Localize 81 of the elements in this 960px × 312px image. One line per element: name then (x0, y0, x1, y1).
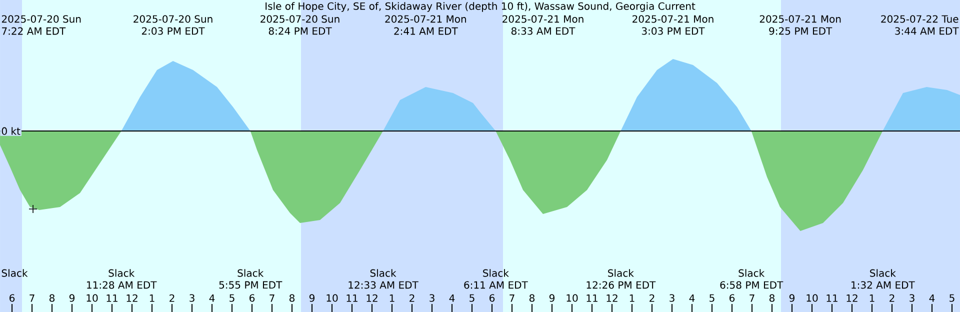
text: Slack (738, 269, 765, 277)
text: 6:11 AM EDT (464, 281, 528, 289)
x-tick-label: 1 (390, 294, 394, 302)
x-tick-label: 7 (270, 294, 274, 302)
text: 1:32 AM EDT (852, 281, 915, 289)
text: 5:55 PM EDT (219, 281, 282, 289)
x-tick-label: 4 (449, 294, 455, 302)
x-tick-label: 10 (326, 294, 338, 302)
x-tick-label: 7 (30, 294, 34, 302)
x-tick-label: 10 (566, 294, 578, 302)
x-tick-label: 11 (586, 294, 598, 302)
x-tick-label: 12 (126, 294, 138, 302)
x-tick-label: 4 (689, 294, 695, 302)
x-tick-label: 4 (929, 294, 935, 302)
x-tick-label: 7 (510, 294, 514, 302)
text: 8:33 AM EDT (511, 27, 576, 35)
x-tick-label: 9 (789, 294, 794, 302)
x-tick-label: 2 (650, 294, 654, 302)
text: 8:24 PM EDT (268, 27, 332, 35)
text: 2:41 AM EDT (394, 27, 458, 35)
x-tick-label: 6 (250, 294, 255, 302)
x-tick-label: 10 (806, 294, 818, 302)
x-tick-label: 5 (950, 294, 954, 302)
x-tick-label: 1 (630, 294, 634, 302)
x-tick-label: 7 (750, 294, 754, 302)
x-tick-label: 3 (430, 294, 434, 302)
x-tick-label: 3 (910, 294, 914, 302)
x-tick-label: 8 (530, 294, 535, 302)
x-tick-label: 9 (69, 294, 74, 302)
x-tick-label: 8 (290, 294, 295, 302)
x-tick-label: 5 (710, 294, 714, 302)
x-tick-label: 11 (346, 294, 358, 302)
text: Slack (370, 269, 396, 277)
x-tick-label: 6 (10, 294, 15, 302)
x-tick-label: 1 (870, 294, 874, 302)
x-tick-label: 12 (606, 294, 618, 302)
x-tick-label: 8 (50, 294, 55, 302)
x-tick-label: 12 (366, 294, 378, 302)
x-tick-label: 11 (106, 294, 118, 302)
x-tick-label: 9 (309, 294, 314, 302)
text: 3:03 PM EDT (642, 27, 705, 35)
text: 9:25 PM EDT (769, 27, 832, 35)
x-tick-label: 8 (769, 294, 774, 302)
x-tick-label: 1 (150, 294, 154, 302)
text: 12:26 PM EDT (586, 281, 656, 289)
text: 2025-07-21 Mon (385, 15, 466, 23)
text: 7:22 AM EDT (2, 27, 66, 35)
text: 2025-07-21 Mon (502, 15, 584, 23)
ref-line-label: 0 kt (2, 127, 20, 135)
x-tick-label: 9 (549, 294, 554, 302)
text: Slack (108, 269, 135, 277)
x-tick-label: 12 (846, 294, 858, 302)
text: 6:58 PM EDT (720, 281, 784, 289)
text: 3:44 AM EDT (895, 27, 959, 35)
x-tick-label: 6 (730, 294, 735, 302)
x-tick-label: 2 (890, 294, 894, 302)
x-tick-label: 2 (410, 294, 414, 302)
text: 2025-07-20 Sun (260, 15, 340, 23)
text: 2025-07-21 Mon (632, 15, 714, 23)
text: 12:33 AM EDT (348, 281, 418, 289)
text: Slack (870, 269, 896, 277)
text: 2025-07-21 Mon (760, 15, 841, 23)
x-tick-label: 6 (490, 294, 495, 302)
x-tick-label: 5 (230, 294, 234, 302)
text: Slack (238, 269, 264, 277)
text: 11:28 AM EDT (87, 281, 157, 289)
x-tick-label: 3 (190, 294, 194, 302)
text: 2025-07-20 Sun (134, 15, 212, 23)
text: Slack (608, 269, 634, 277)
text: Slack (2, 269, 28, 277)
x-tick-label: 5 (470, 294, 474, 302)
text: Slack (483, 269, 509, 277)
x-tick-label: 11 (826, 294, 838, 302)
x-tick-label: 2 (170, 294, 174, 302)
text: 2025-07-20 Sun (2, 15, 81, 23)
x-tick-label: 10 (86, 294, 98, 302)
text: 2:03 PM EDT (142, 27, 205, 35)
text: 2025-07-22 Tue (881, 15, 958, 23)
x-tick-label: 3 (670, 294, 674, 302)
x-tick-label: 4 (209, 294, 215, 302)
chart-title: Isle of Hope City, SE of, Skidaway River (depth 10 ft), Wassaw Sound, Georgia Current (266, 2, 696, 12)
